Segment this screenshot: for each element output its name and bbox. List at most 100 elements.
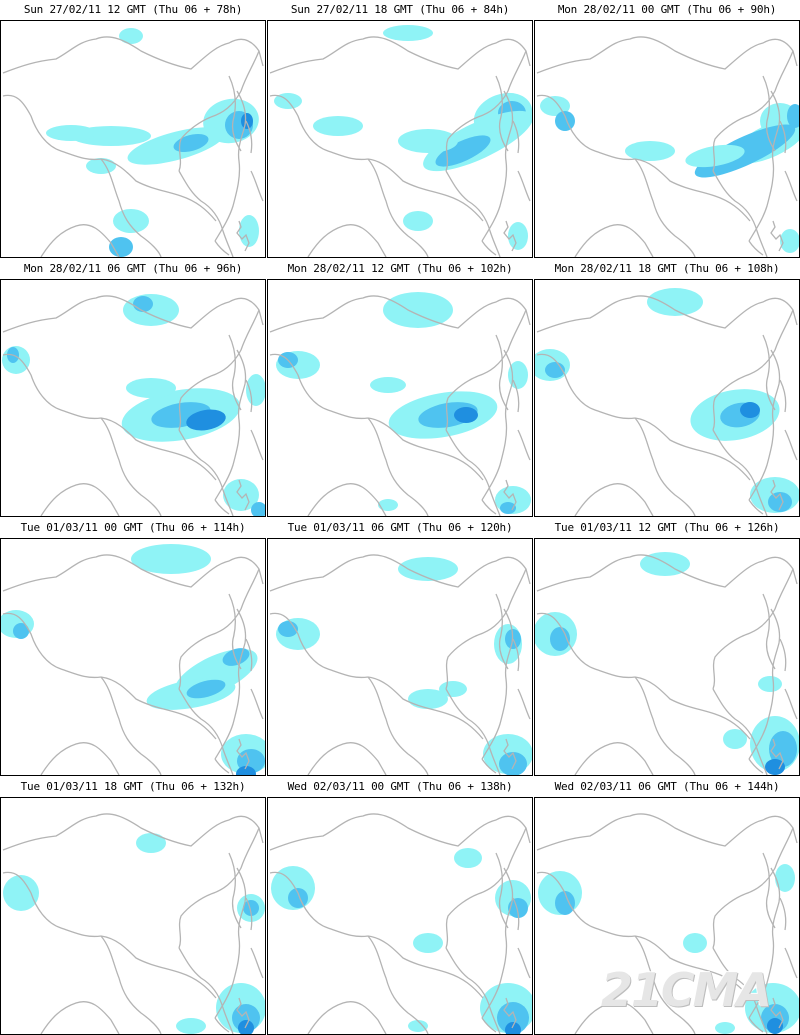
precipitation-area	[500, 502, 516, 514]
coastline	[748, 240, 764, 256]
country-border	[512, 379, 520, 413]
forecast-panel: Wed 02/03/11 00 GMT (Thu 06 + 138h)	[267, 777, 533, 1035]
precipitation-area	[454, 848, 482, 868]
precipitation-area	[787, 104, 799, 128]
coastline	[481, 240, 497, 256]
coastline	[236, 997, 250, 1029]
country-border	[100, 935, 217, 999]
map-canvas	[269, 813, 532, 1034]
country-border	[634, 935, 696, 1034]
coastline	[214, 1017, 230, 1033]
coastline	[250, 947, 264, 979]
precipitation-area	[758, 676, 782, 692]
precipitation-area	[109, 237, 133, 257]
precipitation-area	[398, 557, 458, 581]
country-border	[634, 676, 751, 740]
country-border	[574, 742, 654, 775]
country-border	[367, 676, 429, 775]
country-border	[367, 158, 429, 257]
precipitation-area	[126, 378, 176, 398]
coastline	[503, 738, 517, 770]
country-border	[245, 897, 253, 931]
country-border	[445, 947, 501, 1034]
coastline	[236, 738, 250, 770]
coastline	[784, 947, 798, 979]
forecast-panel: Wed 02/03/11 06 GMT (Thu 06 + 144h)	[534, 777, 800, 1035]
precipitation-area	[765, 759, 785, 775]
coastline	[481, 90, 514, 242]
country-border	[2, 612, 102, 679]
coastline	[250, 688, 264, 720]
precipitation-map	[0, 279, 266, 517]
coastline	[214, 758, 230, 774]
country-border	[477, 50, 527, 118]
country-border	[178, 375, 212, 431]
country-border	[712, 893, 746, 949]
coastline	[748, 608, 781, 760]
panel-timestamp: Tue 01/03/11 12 GMT (Thu 06 + 126h)	[554, 521, 780, 534]
country-border	[445, 170, 501, 257]
country-border	[445, 893, 479, 949]
precipitation-area	[454, 407, 478, 423]
forecast-panel: Mon 28/02/11 06 GMT (Thu 06 + 96h)	[0, 259, 266, 517]
precipitation-map	[0, 538, 266, 776]
country-border	[307, 483, 387, 516]
country-border	[228, 334, 242, 411]
map-canvas	[2, 294, 265, 516]
country-border	[269, 554, 531, 592]
country-border	[269, 353, 369, 420]
country-border	[634, 417, 696, 516]
country-border	[762, 852, 776, 929]
country-border	[245, 120, 253, 154]
precipitation-area	[403, 211, 433, 231]
forecast-panel: Tue 01/03/11 00 GMT (Thu 06 + 114h)	[0, 518, 266, 776]
country-border	[2, 353, 102, 420]
coastline	[784, 429, 798, 461]
country-border	[536, 295, 798, 333]
coastline	[481, 758, 497, 774]
precipitation-area	[683, 933, 707, 953]
country-border	[495, 852, 509, 929]
country-border	[307, 742, 387, 775]
precipitation-area	[136, 833, 166, 853]
precipitation-area	[439, 681, 467, 697]
country-border	[228, 593, 242, 670]
precipitation-map	[534, 20, 800, 258]
country-border	[477, 827, 527, 895]
country-border	[307, 1001, 387, 1034]
precipitation-area	[647, 288, 703, 316]
country-border	[495, 75, 509, 152]
country-border	[536, 554, 798, 592]
precipitation-area	[508, 898, 528, 918]
country-border	[574, 224, 654, 257]
precipitation-area	[780, 229, 799, 253]
country-border	[228, 75, 242, 152]
precipitation-area	[398, 129, 458, 153]
country-border	[712, 375, 746, 431]
country-border	[779, 638, 787, 672]
country-border	[779, 379, 787, 413]
country-border	[2, 36, 264, 74]
precipitation-area	[555, 891, 575, 915]
country-border	[712, 170, 768, 257]
country-border	[367, 417, 429, 516]
country-border	[2, 94, 102, 161]
precipitation-map	[534, 538, 800, 776]
country-border	[744, 309, 794, 377]
precipitation-map	[267, 279, 533, 517]
country-border	[2, 295, 264, 333]
precipitation-area	[555, 111, 575, 131]
country-border	[536, 612, 636, 679]
coastline	[517, 688, 531, 720]
map-canvas	[2, 28, 264, 257]
precipitation-area	[223, 479, 259, 511]
coastline	[784, 170, 798, 202]
panel-timestamp: Tue 01/03/11 18 GMT (Thu 06 + 132h)	[20, 780, 246, 793]
precipitation-area	[246, 374, 265, 406]
precipitation-area	[413, 933, 443, 953]
country-border	[574, 483, 654, 516]
country-border	[536, 871, 636, 938]
country-border	[245, 638, 253, 672]
coastline	[503, 997, 517, 1029]
country-border	[178, 170, 234, 257]
